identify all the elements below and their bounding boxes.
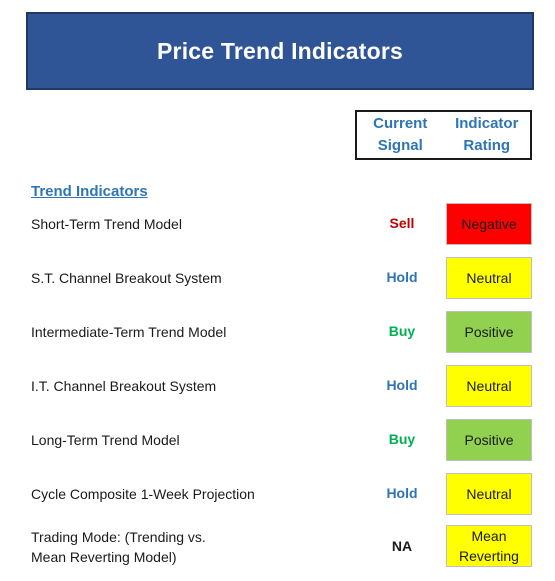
section-title-trend-indicators: Trend Indicators [31,183,148,200]
column-header-box: Current Signal Indicator Rating [355,110,532,160]
column-header-indicator-rating-line-1: Indicator [455,115,519,132]
signal-value: Sell [389,215,415,231]
rating-badge: Positive [446,311,532,353]
signal-value: Hold [386,485,418,501]
column-header-current-signal: Current Signal [357,112,444,158]
signal-value: Hold [386,377,418,393]
page-title: Price Trend Indicators [157,37,403,64]
indicator-label-line-2: Mean Reverting Model) [31,549,177,565]
indicator-label: Short-Term Trend Model [31,216,182,232]
column-header-current-signal-line-2: Signal [377,137,423,154]
rating-badge-line-1: Mean [471,528,507,544]
rating-badge: Neutral [446,365,532,407]
page-title-banner: Price Trend Indicators [26,12,534,90]
indicator-label: S.T. Channel Breakout System [31,270,222,286]
indicator-label: Cycle Composite 1-Week Projection [31,486,255,502]
signal-value: NA [391,538,413,554]
rating-badge-line-2: Reverting [459,548,519,564]
rating-badge: Neutral [446,473,532,515]
indicator-label-line-1: Trading Mode: (Trending vs. [31,529,206,545]
indicator-label: I.T. Channel Breakout System [31,378,217,394]
rating-badge: Positive [446,419,532,461]
rating-badge: Neutral [446,257,532,299]
indicator-label: Long-Term Trend Model [31,432,180,448]
column-header-indicator-rating: Indicator Rating [444,112,531,158]
signal-value: Hold [386,269,418,285]
column-header-current-signal-line-1: Current [373,115,428,132]
indicator-label: Intermediate-Term Trend Model [31,324,227,340]
column-header-indicator-rating-line-2: Rating [463,137,511,154]
rating-badge: Negative [446,203,532,245]
indicator-label: Trading Mode: (Trending vs. Mean Reverti… [31,527,206,567]
signal-value: Buy [388,431,416,447]
rating-badge: Mean Reverting [446,525,532,567]
signal-value: Buy [388,323,416,339]
